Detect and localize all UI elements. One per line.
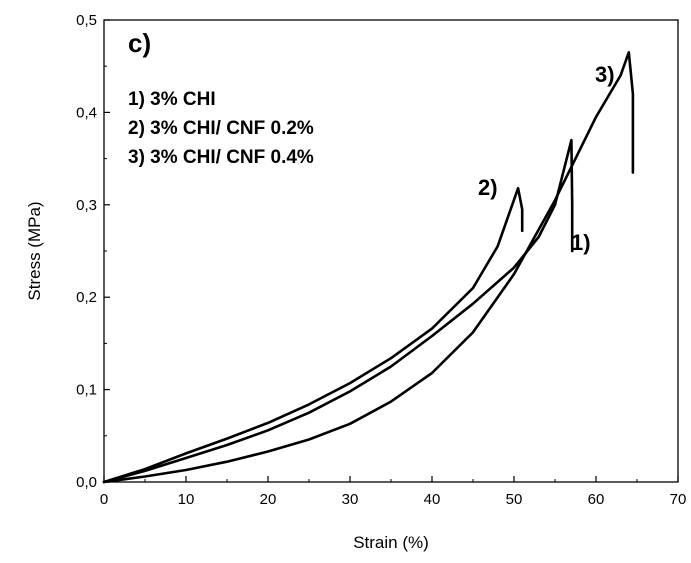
x-tick-label: 60 (588, 491, 605, 508)
x-tick-label: 40 (424, 491, 441, 508)
series-line-3 (102, 51, 635, 484)
x-tick-label: 0 (100, 491, 108, 508)
x-tick-label: 50 (506, 491, 523, 508)
x-tick-label: 20 (260, 491, 277, 508)
y-tick-label: 0,3 (76, 197, 97, 214)
series-line-1 (102, 138, 574, 484)
y-tick-label: 0,0 (76, 474, 97, 491)
curve-label-1: 1) (571, 230, 591, 255)
y-tick-label: 0,2 (76, 289, 97, 306)
y-tick-label: 0,4 (76, 104, 97, 121)
legend-line-3: 3) 3% CHI/ CNF 0.4% (128, 147, 314, 168)
y-tick-label: 0,1 (76, 382, 97, 399)
x-axis-ticks: 0 10 20 30 40 50 60 70 (100, 476, 687, 508)
y-axis-ticks: 0,0 0,1 0,2 0,3 0,4 0,5 (76, 12, 110, 491)
x-tick-label: 10 (178, 491, 195, 508)
series-layer (102, 51, 635, 484)
curve-label-2: 2) (478, 175, 498, 200)
legend-line-2: 2) 3% CHI/ CNF 0.2% (128, 118, 314, 139)
x-tick-label: 70 (670, 491, 687, 508)
series-line-2 (102, 186, 524, 484)
y-axis-title: Stress (MPa) (25, 201, 44, 300)
panel-label: c) (128, 28, 151, 58)
x-axis-title: Strain (%) (353, 533, 429, 552)
x-tick-label: 30 (342, 491, 359, 508)
y-tick-label: 0,5 (76, 12, 97, 29)
curve-label-3: 3) (595, 62, 615, 87)
legend-line-1: 1) 3% CHI (128, 89, 216, 110)
